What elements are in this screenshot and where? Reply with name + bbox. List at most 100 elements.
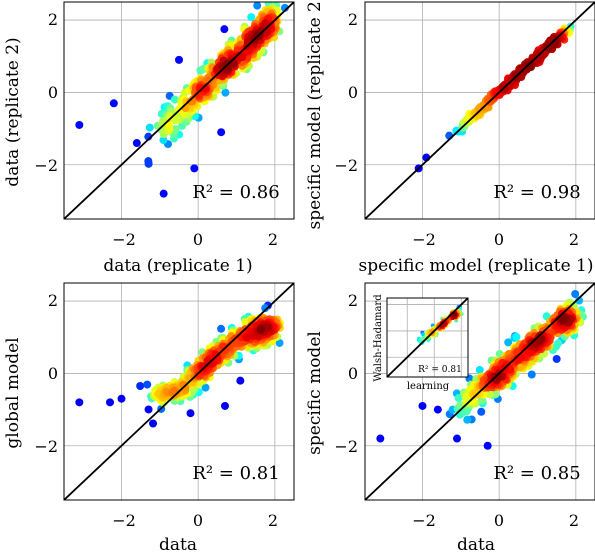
y-tick-label: 2 — [48, 291, 58, 310]
data-point — [132, 139, 141, 148]
scatter-points — [75, 301, 284, 428]
data-point — [453, 312, 458, 317]
data-point — [117, 394, 126, 403]
y-tick-label: 0 — [48, 364, 58, 383]
panel-global-model: R² = 0.81 −2 0 2 −2 0 2 data global mode… — [3, 282, 295, 555]
scatter-points — [376, 289, 587, 450]
x-tick-label: 0 — [193, 230, 203, 249]
plot-frame — [364, 1, 595, 220]
identity-line — [365, 2, 595, 219]
x-tick-label: −2 — [412, 230, 436, 249]
data-point — [253, 2, 262, 10]
x-tick-label: 0 — [494, 230, 504, 249]
data-point — [499, 83, 508, 92]
scatter-points — [75, 2, 289, 198]
plot-area — [364, 1, 595, 220]
data-point — [217, 324, 226, 333]
data-point — [454, 394, 463, 403]
data-point — [186, 409, 195, 418]
data-point — [159, 189, 168, 198]
x-axis-label: data (replicate 1) — [103, 256, 252, 276]
data-point — [75, 120, 84, 129]
r2-annotation: R² = 0.86 — [192, 182, 279, 203]
data-point — [453, 434, 461, 443]
x-tick-label: −2 — [412, 511, 436, 530]
data-point — [483, 441, 492, 450]
r2-annotation: R² = 0.85 — [493, 463, 580, 484]
x-axis-label: data — [159, 535, 197, 555]
data-point — [220, 25, 229, 34]
y-tick-label: 0 — [48, 83, 58, 102]
data-point — [221, 88, 230, 97]
plot-frame — [386, 297, 469, 378]
y-tick-label: −2 — [34, 437, 58, 456]
y-axis-label: specific model (replicate 2) — [305, 0, 325, 230]
data-point — [475, 365, 484, 374]
y-tick-label: 0 — [348, 364, 358, 383]
data-point — [199, 363, 208, 372]
data-point — [190, 164, 199, 173]
plot-frame — [63, 1, 295, 220]
data-point — [143, 380, 152, 389]
inset-r2-annotation: R² = 0.81 — [418, 365, 462, 375]
x-tick-label: −2 — [112, 511, 136, 530]
data-point — [485, 390, 494, 399]
panel-replicate-specific-model: R² = 0.98 −2 0 2 −2 0 2 specific model (… — [305, 0, 595, 276]
data-point — [144, 157, 153, 166]
data-point — [170, 95, 179, 104]
data-point — [106, 398, 114, 407]
data-point — [263, 323, 272, 332]
data-point — [491, 390, 500, 399]
y-tick-label: 0 — [348, 83, 358, 102]
y-axis-label: global model — [3, 337, 23, 448]
data-point — [201, 383, 210, 392]
x-tick-label: 2 — [569, 230, 579, 249]
data-point — [243, 333, 252, 342]
data-point — [421, 332, 426, 337]
data-point — [575, 296, 584, 305]
data-point — [201, 84, 210, 93]
data-point — [559, 316, 568, 325]
x-tick-label: 0 — [193, 511, 203, 530]
data-point — [527, 370, 536, 379]
y-tick-label: 2 — [348, 10, 358, 29]
data-point — [236, 376, 245, 385]
data-point — [256, 326, 265, 335]
data-point — [512, 332, 521, 341]
data-point — [471, 389, 480, 398]
data-point — [376, 434, 385, 443]
plot-frame — [63, 282, 295, 501]
data-point — [550, 39, 559, 48]
data-point — [179, 380, 188, 389]
plot-frame — [364, 282, 595, 501]
identity-line — [387, 298, 468, 377]
data-point — [525, 62, 534, 71]
x-tick-label: 0 — [494, 511, 504, 530]
inset-panel: R² = 0.81 learning Walsh-Hadamard — [373, 294, 469, 392]
data-point — [165, 112, 174, 121]
data-point — [75, 398, 84, 407]
scatter-points — [414, 22, 575, 173]
x-axis-label: specific model (replicate 1) — [358, 256, 593, 276]
data-point — [504, 338, 513, 347]
panel-replicate-data: R² = 0.86 −2 0 2 −2 0 2 data (replicate … — [3, 1, 295, 276]
data-point — [433, 405, 442, 414]
data-point — [217, 128, 226, 137]
y-axis-label: data (replicate 2) — [3, 37, 23, 186]
data-point — [493, 372, 502, 381]
data-point — [261, 304, 270, 313]
x-axis-label: data — [457, 535, 495, 555]
inset-plot-area — [386, 297, 469, 378]
data-point — [144, 405, 153, 414]
y-axis-label: specific model — [305, 331, 325, 455]
r2-annotation: R² = 0.81 — [192, 463, 279, 484]
data-point — [221, 401, 229, 410]
identity-line — [64, 2, 294, 219]
y-tick-label: −2 — [34, 156, 58, 175]
x-tick-label: 2 — [268, 511, 278, 530]
data-point — [552, 354, 561, 363]
identity-line — [64, 283, 294, 500]
inset-x-axis-label: learning — [407, 381, 450, 392]
data-point — [554, 339, 563, 348]
